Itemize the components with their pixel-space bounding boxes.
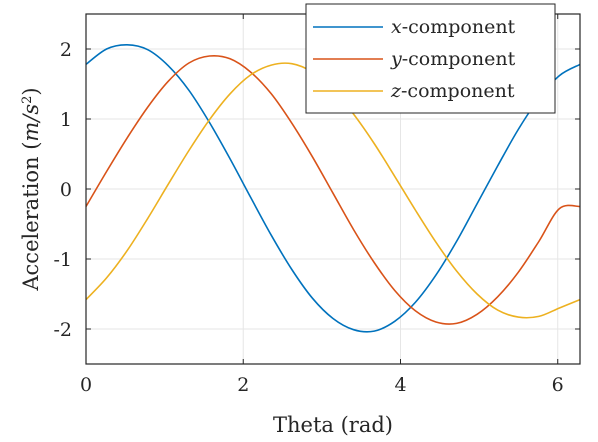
grid-lines (86, 14, 580, 364)
y-tick-label: 1 (60, 109, 72, 131)
x-tick-label: 6 (552, 374, 564, 396)
legend-entry-x: x-component (391, 16, 516, 38)
legend-variable: z (390, 80, 402, 102)
y-axis-label-unit: m/s (19, 104, 43, 142)
y-tick-label: 0 (60, 179, 72, 201)
axis-ticks: 0 2 4 6 2 1 0 -1 -2 (53, 14, 580, 396)
legend-variable: x (391, 16, 402, 38)
x-tick-label: 4 (394, 374, 406, 396)
series-line-y (85, 54, 581, 325)
y-tick-label: 2 (60, 39, 72, 61)
x-tick-label: 2 (237, 374, 249, 396)
legend-entry-y: y-component (390, 48, 516, 70)
y-tick-label: -2 (53, 319, 72, 341)
y-axis-label-suffix: ) (19, 87, 43, 95)
x-tick-label: 0 (80, 374, 92, 396)
y-axis-label-prefix: Acceleration ( (19, 142, 43, 292)
legend-suffix: -component (401, 80, 515, 102)
legend-suffix: -component (402, 48, 516, 70)
legend-entry-z: z-component (390, 80, 515, 102)
y-tick-label: -1 (53, 249, 72, 271)
series-line-x (85, 43, 581, 333)
x-axis-label: Theta (rad) (273, 413, 393, 437)
y-axis-label-exponent: 2 (20, 96, 35, 104)
legend-suffix: -component (402, 16, 516, 38)
legend-variable: y (390, 48, 402, 70)
y-axis-label: Acceleration (m/s2) (19, 87, 43, 291)
